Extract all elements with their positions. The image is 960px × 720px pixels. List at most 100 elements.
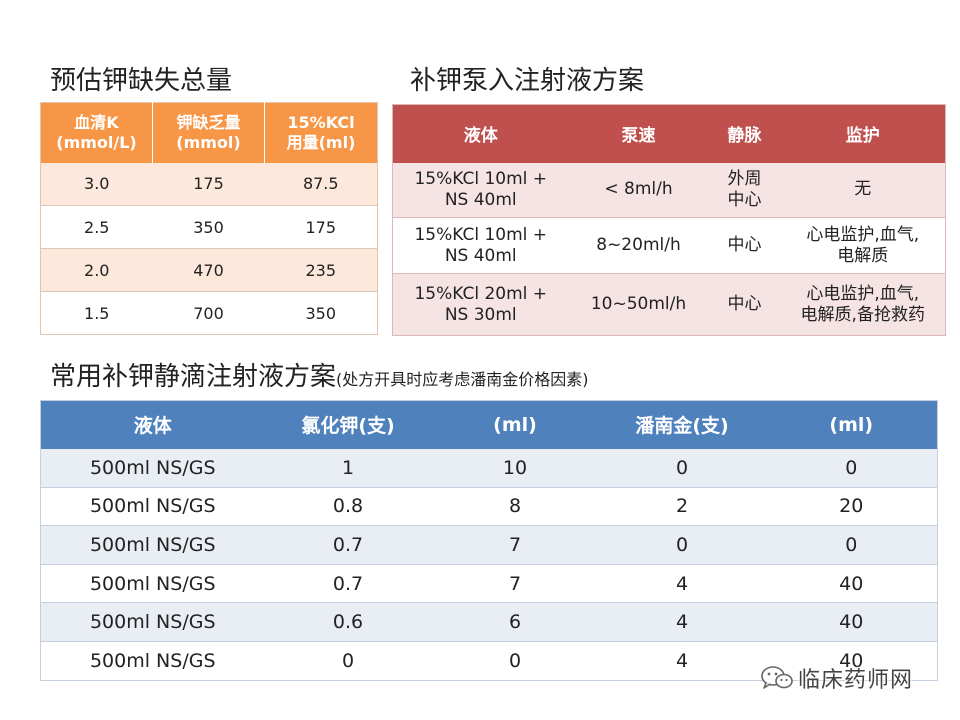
table-cell: 1 (264, 448, 432, 488)
cell-line: 无 (854, 179, 872, 200)
cell-line: NS 40ml (444, 189, 517, 210)
table-row: 500ml NS/GS 0.6 6 4 40 (40, 602, 938, 642)
table-cell: 20 (765, 487, 938, 527)
header-fluid: 液体 (392, 104, 569, 163)
table-cell: 10~50ml/h (568, 273, 709, 336)
table-row: 15%KCl 10ml + NS 40ml 8~20ml/h 中心 心电监护,血气… (392, 217, 946, 274)
table-cell: 4 (598, 641, 766, 681)
table-cell: 1.5 (40, 291, 153, 335)
table-cell: 470 (152, 248, 265, 292)
table-cell: 3.0 (40, 162, 153, 206)
table-cell: 175 (264, 205, 378, 249)
header-kcl-ml: (ml) (431, 400, 599, 449)
table-cell: 15%KCl 10ml + NS 40ml (392, 162, 569, 218)
table-cell: 7 (431, 525, 599, 565)
table-row: 15%KCl 10ml + NS 40ml < 8ml/h 外周 中心 无 (392, 162, 946, 218)
header-serum-k: 血清K (mmol/L) (40, 102, 153, 163)
table-cell: 15%KCl 10ml + NS 40ml (392, 217, 569, 274)
cell-line: 15%KCl 10ml + (414, 224, 548, 245)
table-cell: 0.7 (264, 525, 432, 565)
table-cell: 500ml NS/GS (40, 564, 265, 604)
header-kcl-dose: 15%KCl 用量(ml) (264, 102, 378, 163)
table-cell: 40 (765, 641, 938, 681)
pump-plan-title: 补钾泵入注射液方案 (410, 66, 645, 96)
table-cell: 0 (264, 641, 432, 681)
cell-line: 8~20ml/h (596, 235, 681, 255)
table-cell: 350 (264, 291, 378, 335)
drip-plan-table: 液体 氯化钾(支) (ml) 潘南金(支) (ml) 500ml NS/GS 1… (40, 400, 938, 681)
header-pannangin-ampoules: 潘南金(支) (598, 400, 766, 449)
table-cell: 0 (598, 525, 766, 565)
table-row: 15%KCl 20ml + NS 30ml 10~50ml/h 中心 心电监护,血… (392, 273, 946, 336)
table-cell: 235 (264, 248, 378, 292)
table-cell: 4 (598, 602, 766, 642)
header-line: 血清K (74, 112, 119, 132)
cell-line: NS 40ml (444, 245, 517, 266)
table-cell: 15%KCl 20ml + NS 30ml (392, 273, 569, 336)
table-cell: 700 (152, 291, 265, 335)
table-cell: 8~20ml/h (568, 217, 709, 274)
header-deficit-amount: 钾缺乏量 (mmol) (152, 102, 265, 163)
table-cell: 心电监护,血气, 电解质,备抢救药 (780, 273, 946, 336)
table-cell: 175 (152, 162, 265, 206)
drip-plan-title-main: 常用补钾静滴注射液方案 (50, 362, 337, 392)
header-pump-rate: 泵速 (568, 104, 709, 163)
table-cell: 87.5 (264, 162, 378, 206)
cell-line: 外周 (727, 168, 762, 189)
table-cell: 8 (431, 487, 599, 527)
table-cell: 无 (780, 162, 946, 218)
table-cell: 500ml NS/GS (40, 487, 265, 527)
header-line: (mmol/L) (56, 132, 137, 152)
table-header-row: 液体 泵速 静脉 监护 (392, 104, 946, 163)
table-cell: 0 (431, 641, 599, 681)
cell-line: 中心 (727, 294, 762, 314)
table-row: 500ml NS/GS 1 10 0 0 (40, 448, 938, 488)
watermark: 临床药师网 (760, 664, 914, 693)
cell-line: NS 30ml (444, 304, 517, 325)
header-pannangin-ml: (ml) (765, 400, 938, 449)
header-line: 钾缺乏量 (176, 112, 241, 132)
cell-line: 心电监护,血气, (806, 283, 920, 304)
table-row: 1.5 700 350 (40, 291, 378, 335)
table-cell: 0 (765, 448, 938, 488)
cell-line: 15%KCl 10ml + (414, 168, 548, 189)
table-cell: 7 (431, 564, 599, 604)
table-cell: 0 (598, 448, 766, 488)
table-cell: 500ml NS/GS (40, 641, 265, 681)
table-cell: 2.0 (40, 248, 153, 292)
table-cell: 外周 中心 (708, 162, 781, 218)
table-header-row: 血清K (mmol/L) 钾缺乏量 (mmol) 15%KCl 用量(ml) (40, 102, 378, 163)
table-header-row: 液体 氯化钾(支) (ml) 潘南金(支) (ml) (40, 400, 938, 449)
table-cell: 0.8 (264, 487, 432, 527)
wechat-icon (761, 666, 793, 689)
cell-line: 10~50ml/h (590, 294, 687, 314)
table-cell: 500ml NS/GS (40, 602, 265, 642)
table-cell: < 8ml/h (568, 162, 709, 218)
header-kcl-ampoules: 氯化钾(支) (264, 400, 432, 449)
table-cell: 6 (431, 602, 599, 642)
table-row: 500ml NS/GS 0.7 7 4 40 (40, 564, 938, 604)
table-cell: 0.6 (264, 602, 432, 642)
table-cell: 心电监护,血气, 电解质 (780, 217, 946, 274)
cell-line: 心电监护,血气, (806, 224, 920, 245)
table-cell: 4 (598, 564, 766, 604)
table-cell: 2.5 (40, 205, 153, 249)
cell-line: < 8ml/h (604, 179, 673, 200)
table-cell: 350 (152, 205, 265, 249)
pump-plan-table: 液体 泵速 静脉 监护 15%KCl 10ml + NS 40ml < 8ml/h… (392, 104, 946, 336)
table-row: 3.0 175 87.5 (40, 162, 378, 206)
table-cell: 10 (431, 448, 599, 488)
header-fluid: 液体 (40, 400, 265, 449)
potassium-deficit-title: 预估钾缺失总量 (50, 66, 233, 96)
table-cell: 500ml NS/GS (40, 448, 265, 488)
drip-plan-title: 常用补钾静滴注射液方案(处方开具时应考虑潘南金价格因素) (50, 364, 589, 390)
table-cell: 0 (765, 525, 938, 565)
header-line: 用量(ml) (286, 132, 356, 152)
table-row: 500ml NS/GS 0.8 8 2 20 (40, 487, 938, 527)
watermark-text: 临床药师网 (798, 668, 914, 693)
drip-plan-subtitle: (处方开具时应考虑潘南金价格因素) (336, 370, 589, 389)
table-cell: 2 (598, 487, 766, 527)
table-row: 500ml NS/GS 0.7 7 0 0 (40, 525, 938, 565)
table-cell: 500ml NS/GS (40, 525, 265, 565)
header-line: (mmol) (176, 132, 241, 152)
